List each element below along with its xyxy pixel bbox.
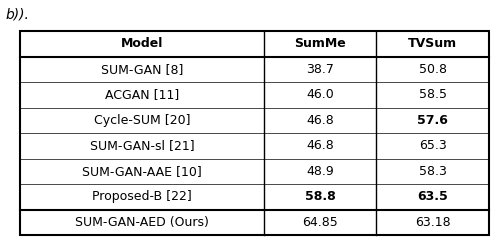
Text: 58.5: 58.5	[419, 89, 447, 102]
Text: Proposed-B [22]: Proposed-B [22]	[92, 191, 192, 204]
Text: 58.3: 58.3	[419, 165, 447, 178]
Text: 46.8: 46.8	[306, 139, 334, 152]
Text: TVSum: TVSum	[408, 37, 457, 50]
Text: Cycle-SUM [20]: Cycle-SUM [20]	[94, 114, 191, 127]
Text: SUM-GAN-sl [21]: SUM-GAN-sl [21]	[90, 139, 195, 152]
Text: SUM-GAN [8]: SUM-GAN [8]	[101, 63, 183, 76]
Text: SUM-GAN-AAE [10]: SUM-GAN-AAE [10]	[82, 165, 202, 178]
Text: 63.18: 63.18	[415, 216, 451, 229]
Text: 48.9: 48.9	[306, 165, 334, 178]
Text: 38.7: 38.7	[306, 63, 334, 76]
Text: SumMe: SumMe	[294, 37, 346, 50]
Text: 63.5: 63.5	[417, 191, 448, 204]
Text: b)).: b)).	[5, 7, 29, 21]
Text: SUM-GAN-AED (Ours): SUM-GAN-AED (Ours)	[75, 216, 209, 229]
Text: 64.85: 64.85	[302, 216, 338, 229]
Text: 58.8: 58.8	[305, 191, 336, 204]
Text: Model: Model	[121, 37, 163, 50]
Text: 46.8: 46.8	[306, 114, 334, 127]
Text: 65.3: 65.3	[419, 139, 447, 152]
Text: ACGAN [11]: ACGAN [11]	[105, 89, 179, 102]
Bar	[20, 31, 489, 235]
Text: 57.6: 57.6	[417, 114, 448, 127]
Text: 46.0: 46.0	[306, 89, 334, 102]
Text: 50.8: 50.8	[419, 63, 447, 76]
